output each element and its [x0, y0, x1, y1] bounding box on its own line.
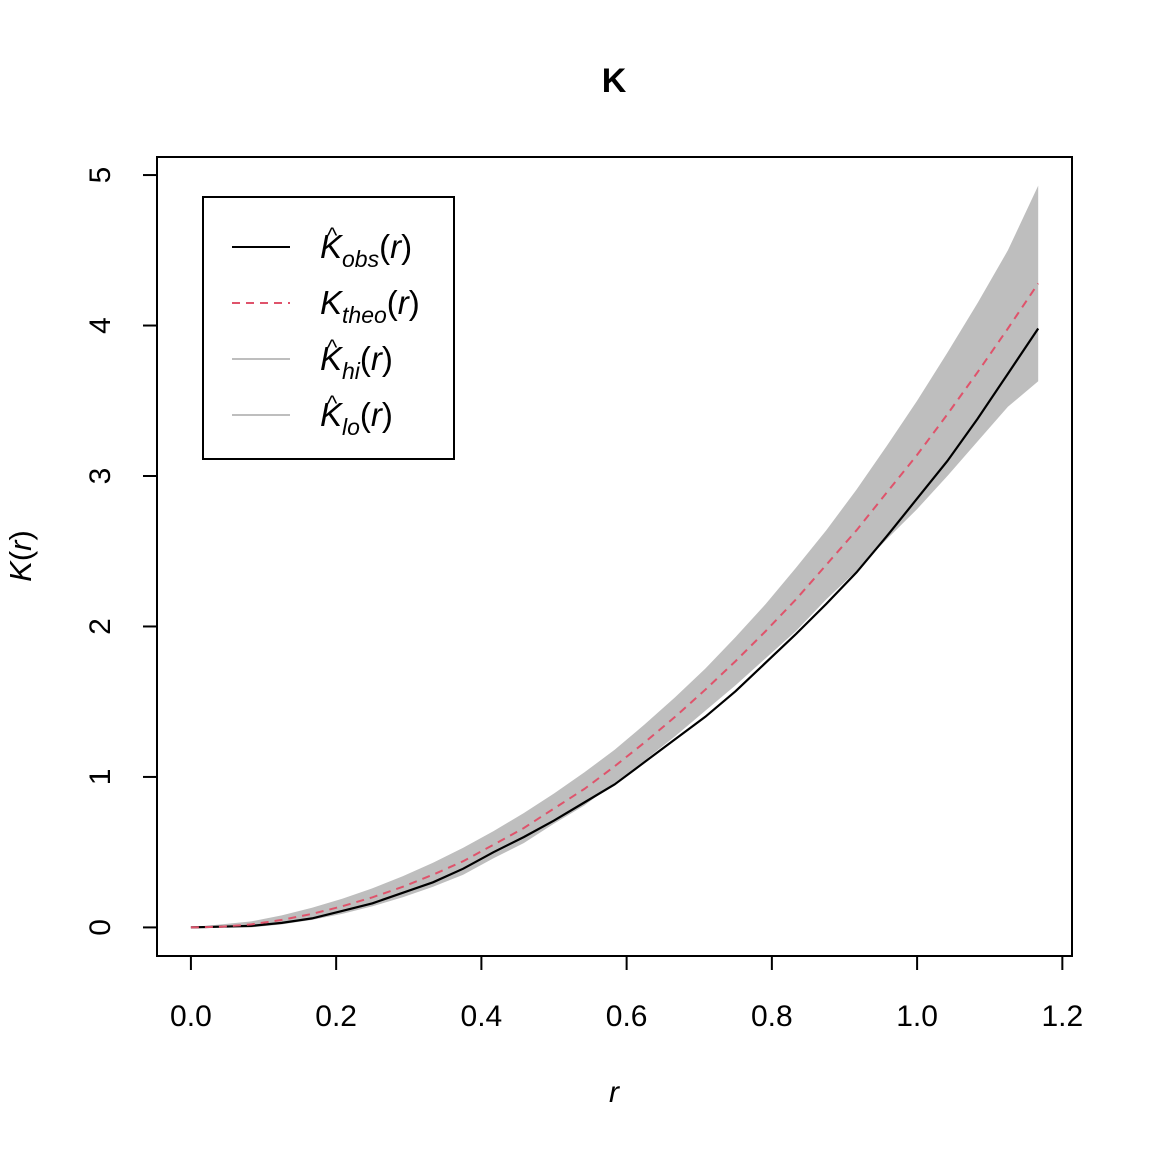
y-tick-label: 3 — [84, 468, 117, 485]
x-tick-label: 0.0 — [170, 1000, 212, 1033]
series-line-theo — [190, 282, 1040, 929]
x-tick-label: 1.0 — [896, 1000, 938, 1033]
series-line-obs — [190, 327, 1040, 929]
legend-hat-lo: ^ — [327, 391, 338, 416]
y-tick-label: 1 — [84, 769, 117, 786]
y-axis-label: K(r) — [3, 530, 38, 582]
y-tick-label-group: 3 — [84, 468, 117, 485]
y-axis-label-text: K(r) — [3, 530, 38, 582]
y-tick-label-group: 0 — [84, 919, 117, 936]
y-tick-label: 4 — [84, 317, 117, 334]
legend-hat-obs: ^ — [327, 223, 338, 248]
y-tick-label-group: 4 — [84, 317, 117, 334]
x-tick-label: 0.4 — [461, 1000, 503, 1033]
x-tick-label: 0.6 — [606, 1000, 648, 1033]
x-tick-label: 1.2 — [1041, 1000, 1083, 1033]
legend-label-hi: Khi(r) — [320, 340, 393, 384]
y-tick-label: 2 — [84, 618, 117, 635]
x-axis: 0.0 0.2 0.4 0.6 0.8 1.0 1.2 — [170, 955, 1083, 1033]
legend: Kobs(r)^Ktheo(r)Khi(r)^Klo(r)^ — [202, 196, 455, 460]
legend-label-obs: Kobs(r) — [320, 228, 412, 272]
y-tick-label: 5 — [84, 167, 117, 184]
series-lines — [190, 282, 1040, 929]
legend-label-lo: Klo(r) — [320, 396, 393, 440]
y-axis: 0 1 2 3 4 5 — [84, 167, 158, 936]
y-tick-label-group: 1 — [84, 769, 117, 786]
chart-title: K — [602, 62, 627, 100]
legend-hat-hi: ^ — [327, 335, 338, 360]
x-tick-label: 0.2 — [315, 1000, 357, 1033]
x-axis-label: r — [609, 1076, 620, 1109]
y-tick-label-group: 5 — [84, 167, 117, 184]
y-tick-label-group: 2 — [84, 618, 117, 635]
y-tick-label: 0 — [84, 919, 117, 936]
x-tick-label: 0.8 — [751, 1000, 793, 1033]
legend-label-theo: Ktheo(r) — [320, 284, 420, 328]
